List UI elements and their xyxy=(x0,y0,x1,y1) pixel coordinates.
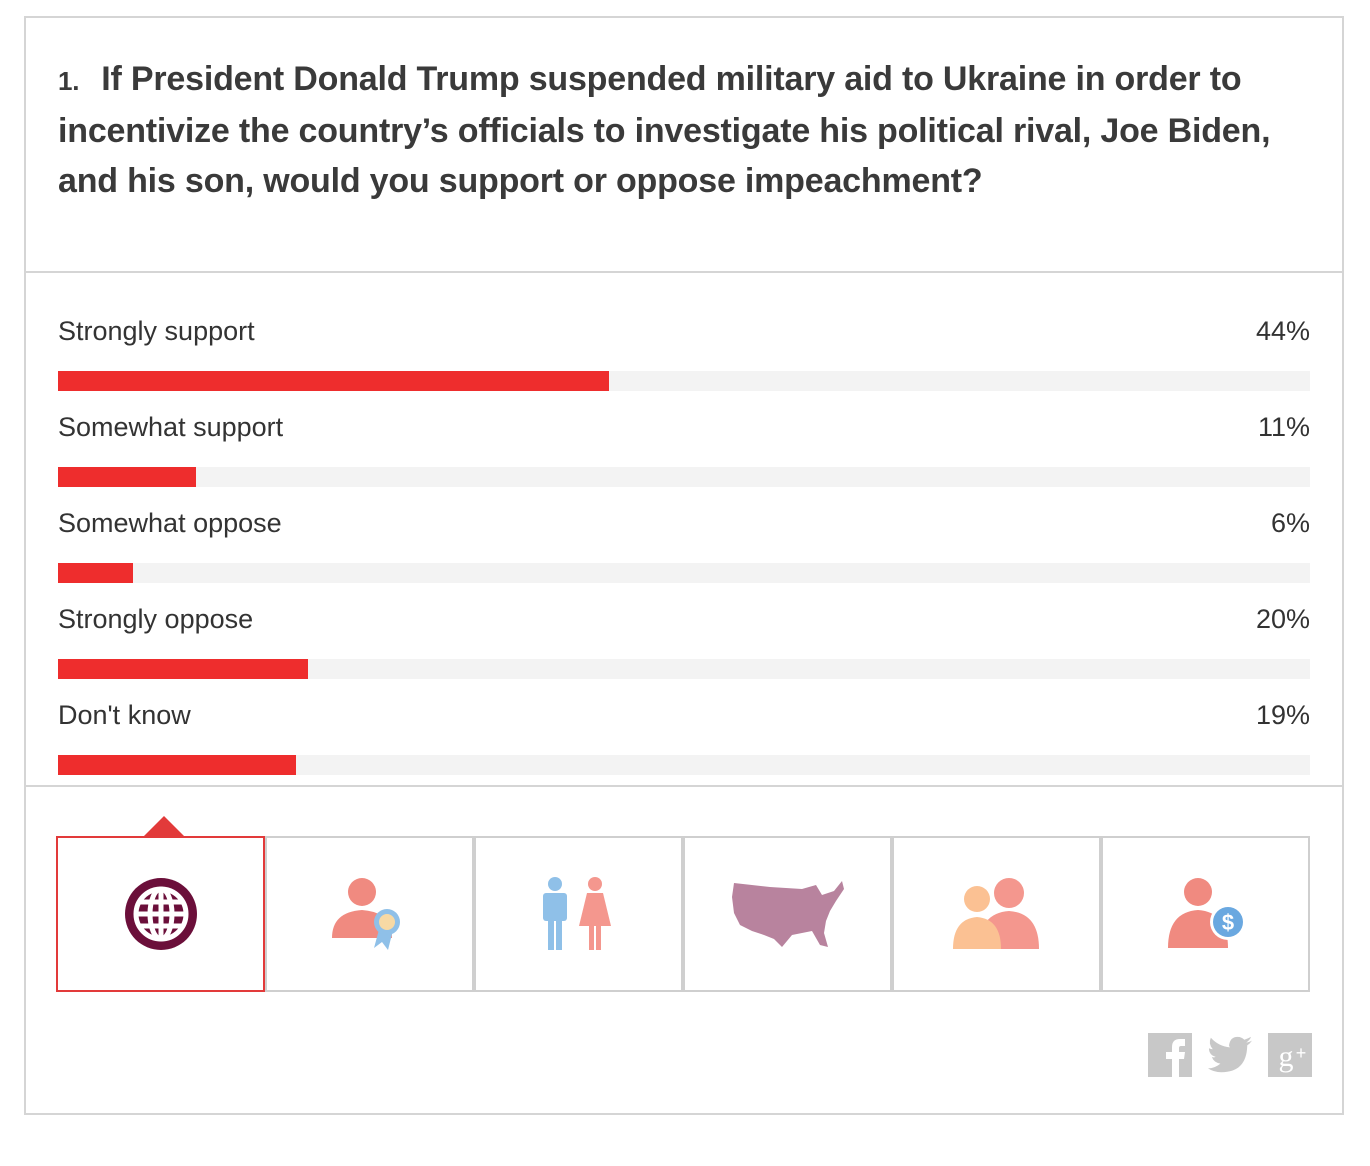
question-text-block: 1. If President Donald Trump suspended mi… xyxy=(58,54,1282,206)
svg-text:$: $ xyxy=(1221,910,1233,935)
active-tab-pointer xyxy=(144,816,184,836)
result-bar-track xyxy=(58,371,1310,391)
poll-card: 1. If President Donald Trump suspended mi… xyxy=(24,16,1344,1115)
tab-age[interactable] xyxy=(892,836,1101,992)
result-bar xyxy=(58,467,196,487)
man-woman-icon xyxy=(542,877,611,950)
tab-region[interactable] xyxy=(683,836,892,992)
facebook-share-button[interactable] xyxy=(1148,1033,1192,1077)
result-row: Somewhat support 11% xyxy=(58,409,1310,489)
result-percent: 44% xyxy=(1255,316,1310,346)
result-bar xyxy=(58,371,609,391)
result-label: Somewhat oppose xyxy=(58,508,282,538)
usa-map-icon xyxy=(731,881,844,947)
result-label: Somewhat support xyxy=(58,412,284,442)
question-header: 1. If President Donald Trump suspended mi… xyxy=(26,18,1342,273)
tab-education[interactable] xyxy=(265,836,474,992)
result-bar xyxy=(58,563,133,583)
result-bar-track xyxy=(58,659,1310,679)
result-row: Don't know 19% xyxy=(58,697,1310,777)
result-bar-track xyxy=(58,755,1310,775)
tab-income[interactable]: $ xyxy=(1101,836,1310,992)
question-number: 1. xyxy=(58,66,80,96)
breakdown-tabs: $ xyxy=(56,816,1312,992)
google-plus-share-button[interactable]: g + xyxy=(1268,1033,1312,1077)
result-percent: 6% xyxy=(1270,508,1310,538)
twitter-share-button[interactable] xyxy=(1208,1033,1252,1077)
share-bar: g + xyxy=(1148,1033,1312,1077)
globe-icon xyxy=(124,878,197,950)
result-row: Strongly support 44% xyxy=(58,313,1310,393)
result-bar-track xyxy=(58,563,1310,583)
person-award-icon xyxy=(331,878,400,950)
results-chart: Strongly support 44% Somewhat support 11% So… xyxy=(26,273,1342,787)
svg-text:+: + xyxy=(1296,1043,1307,1063)
tab-gender[interactable] xyxy=(474,836,683,992)
result-label: Strongly oppose xyxy=(58,604,254,634)
result-bar-track xyxy=(58,467,1310,487)
person-dollar-icon: $ xyxy=(1167,878,1246,948)
result-bar xyxy=(58,659,308,679)
question-text: If President Donald Trump suspended mili… xyxy=(58,60,1271,200)
result-percent: 20% xyxy=(1255,604,1310,634)
facebook-icon xyxy=(1148,1033,1192,1077)
svg-text:g: g xyxy=(1279,1040,1294,1073)
two-people-icon xyxy=(952,878,1039,949)
result-row: Somewhat oppose 6% xyxy=(58,505,1310,585)
result-label: Don't know xyxy=(58,700,191,730)
result-row: Strongly oppose 20% xyxy=(58,601,1310,681)
result-percent: 19% xyxy=(1255,700,1310,730)
twitter-icon xyxy=(1208,1036,1252,1073)
google-plus-icon: g + xyxy=(1268,1033,1312,1077)
result-percent: 11% xyxy=(1257,412,1310,442)
result-bar xyxy=(58,755,296,775)
result-label: Strongly support xyxy=(58,316,255,346)
tab-overall[interactable] xyxy=(56,816,265,992)
